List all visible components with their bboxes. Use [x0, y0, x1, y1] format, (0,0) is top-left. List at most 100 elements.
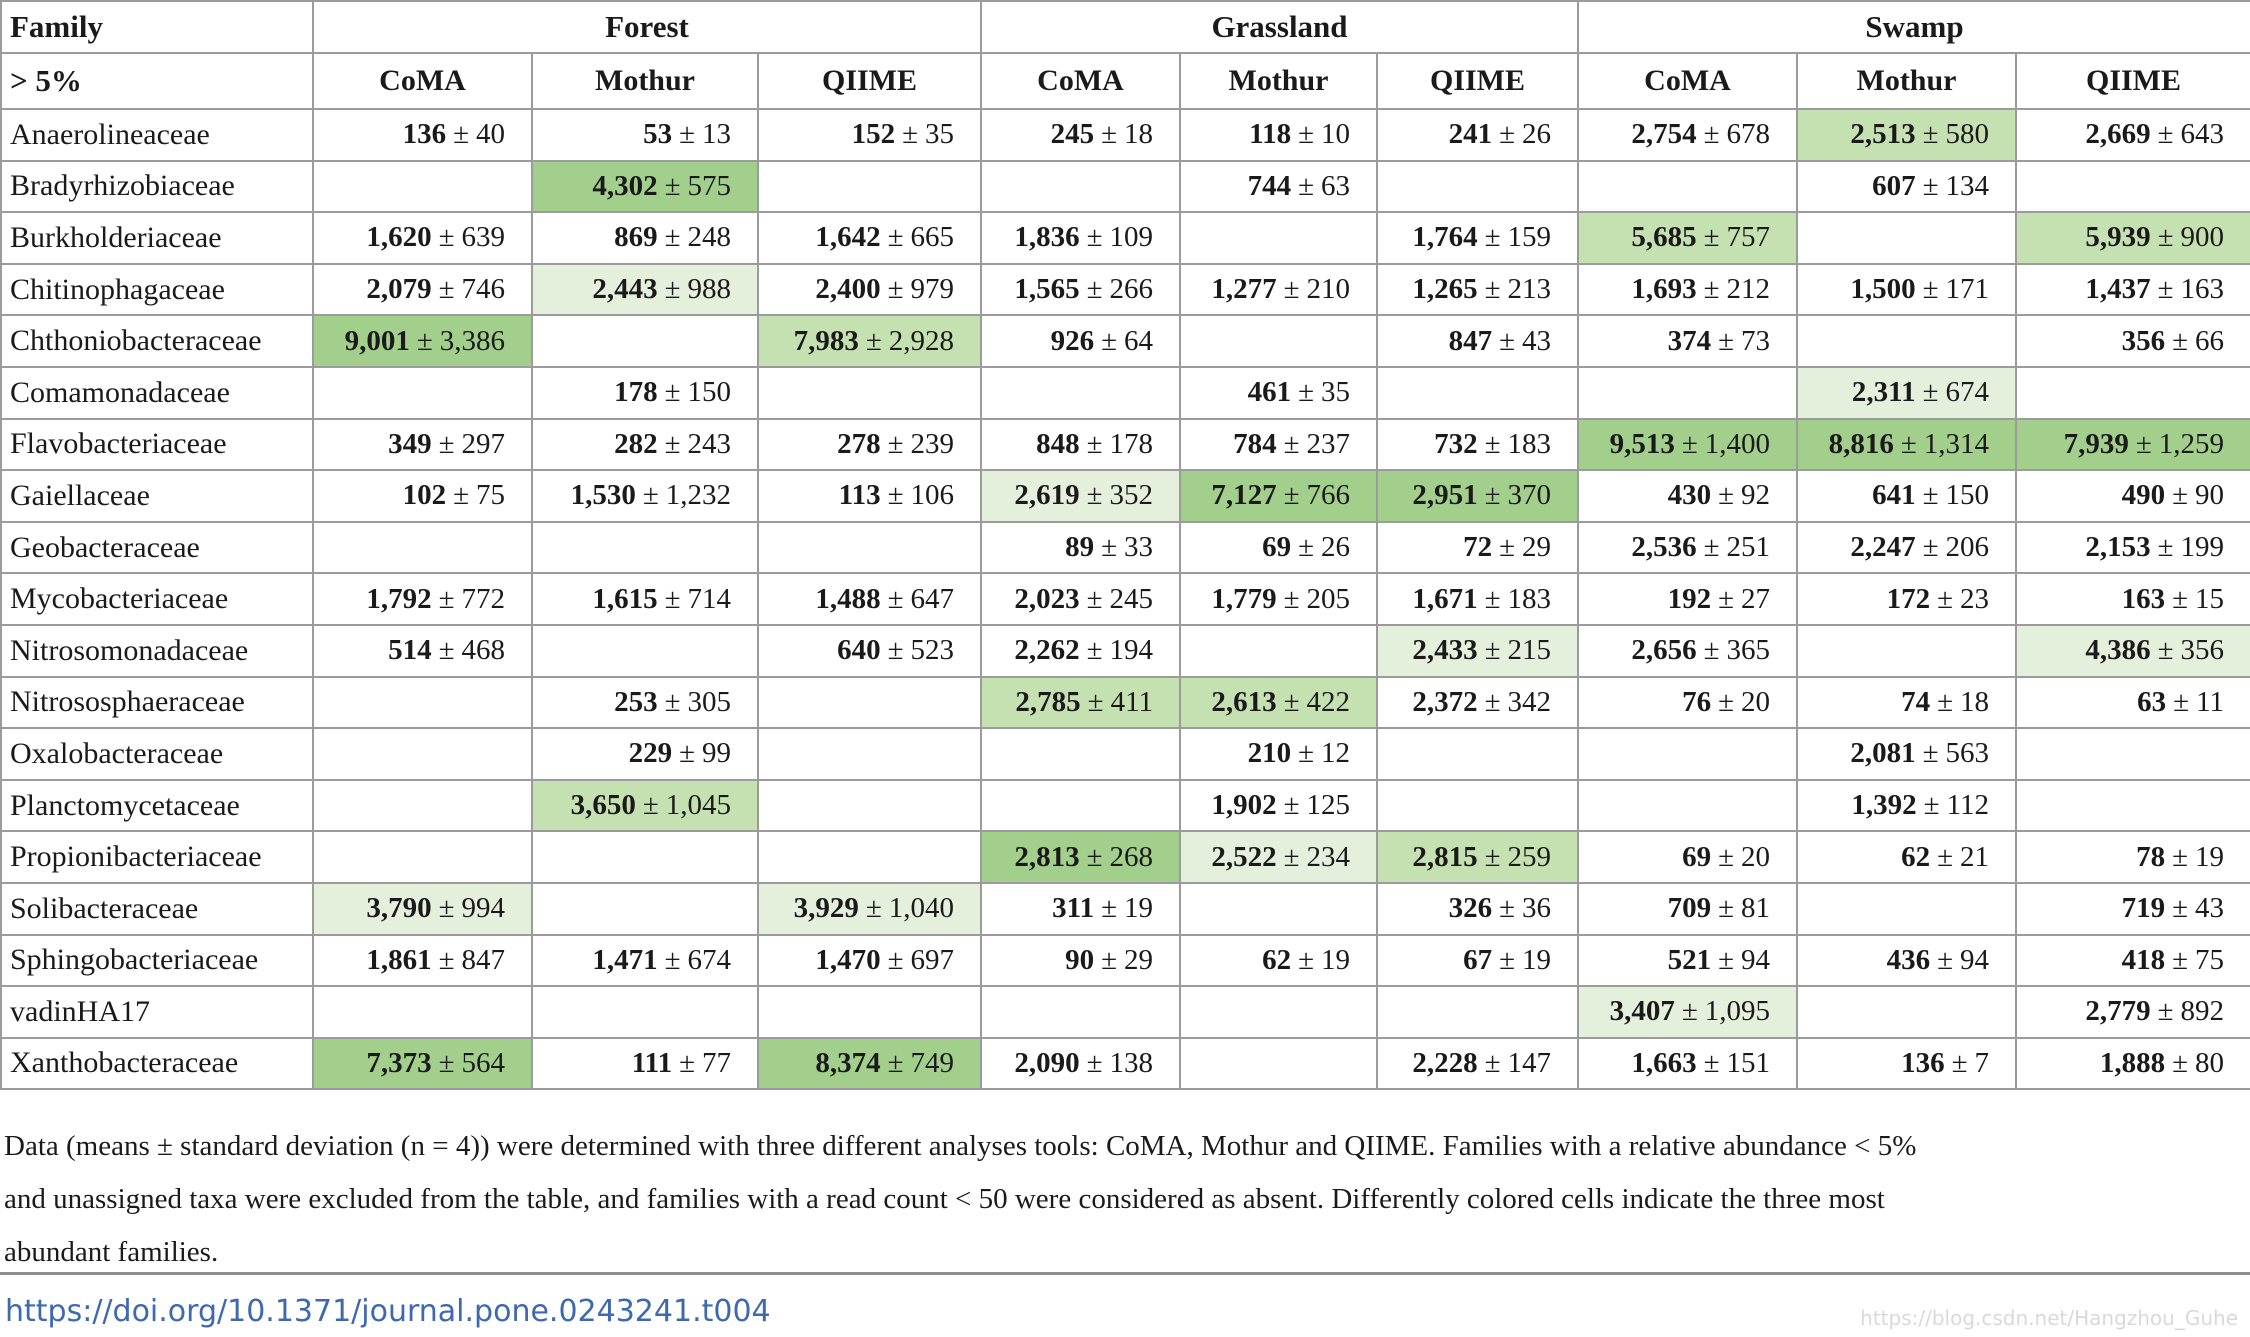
value-cell: 418 ±75 — [2014, 933, 2250, 988]
value-cell: 2,619 ±352 — [980, 469, 1181, 523]
empty-cell — [1796, 881, 2017, 936]
empty-cell — [312, 830, 533, 884]
plus-minus-sign: ± — [1922, 531, 1939, 564]
value-cell: 178 ±150 — [531, 365, 759, 420]
family-cell: Anaerolineaceae — [0, 108, 314, 162]
value-cell: 1,488 ±647 — [757, 572, 982, 626]
plus-minus-sign: ± — [887, 943, 904, 976]
sd-value: 125 — [1306, 789, 1351, 822]
value-cell: 1,615 ±714 — [531, 572, 759, 626]
sd-value: 81 — [1741, 892, 1770, 925]
mean-value: 349 — [388, 427, 432, 460]
plus-minus-sign: ± — [1718, 582, 1734, 615]
value-cell: 4,302 ±575 — [531, 159, 759, 214]
mean-value: 641 — [1872, 479, 1916, 512]
tool-column-header: CoMA — [980, 52, 1181, 110]
table-row: Chthoniobacteraceae 9,001 ±3,386 7,983 ±2,92… — [0, 314, 2250, 368]
doi-link[interactable]: https://doi.org/10.1371/journal.pone.024… — [5, 1294, 771, 1329]
mean-value: 2,443 — [592, 273, 658, 306]
value-cell: 67 ±19 — [1376, 933, 1579, 988]
sd-value: 7 — [1974, 1046, 1990, 1079]
value-cell: 1,764 ±159 — [1376, 211, 1579, 265]
empty-cell — [1179, 623, 1378, 678]
sd-value: 29 — [1124, 943, 1153, 976]
sd-value: 18 — [1960, 685, 1989, 718]
group-header-forest: Forest — [312, 0, 982, 54]
plus-minus-sign: ± — [438, 943, 455, 976]
plus-minus-sign: ± — [438, 221, 455, 254]
mean-value: 1,663 — [1631, 1046, 1697, 1079]
mean-value: 2,522 — [1211, 840, 1277, 873]
plus-minus-sign: ± — [1298, 737, 1314, 770]
empty-cell — [1796, 314, 2017, 368]
value-cell: 2,079 ±746 — [312, 262, 533, 317]
mean-value: 229 — [628, 737, 673, 770]
mean-value: 514 — [388, 634, 432, 667]
mean-value: 869 — [614, 221, 658, 254]
value-cell: 2,247 ±206 — [1796, 520, 2017, 575]
value-cell: 3,407 ±1,095 — [1577, 985, 1798, 1039]
value-cell: 847 ±43 — [1376, 314, 1579, 368]
value-cell: 3,650 ±1,045 — [531, 778, 759, 833]
mean-value: 1,488 — [815, 582, 881, 615]
sd-value: 36 — [1522, 892, 1551, 925]
plus-minus-sign: ± — [865, 324, 882, 357]
table-row: Mycobacteriaceae 1,792 ±772 1,615 ±714 1,488 ±… — [0, 572, 2250, 626]
sd-value: 183 — [1507, 427, 1552, 460]
value-cell: 102 ±75 — [312, 469, 533, 523]
group-header-grassland: Grassland — [980, 0, 1579, 54]
sd-value: 10 — [1321, 118, 1350, 151]
mean-value: 2,669 — [2085, 118, 2151, 151]
empty-cell — [757, 520, 982, 575]
empty-cell — [1796, 211, 2017, 265]
sd-value: 99 — [702, 737, 731, 770]
sd-value: 268 — [1109, 840, 1154, 873]
plus-minus-sign: ± — [1922, 273, 1939, 306]
mean-value: 2,090 — [1014, 1046, 1080, 1079]
mean-value: 3,650 — [570, 789, 636, 822]
value-cell: 926 ±64 — [980, 314, 1181, 368]
plus-minus-sign: ± — [1283, 582, 1300, 615]
value-cell: 1,693 ±212 — [1577, 262, 1798, 317]
plus-minus-sign: ± — [1086, 221, 1103, 254]
mean-value: 1,565 — [1014, 273, 1080, 306]
value-cell: 2,951 ±370 — [1376, 469, 1579, 523]
table-row: Anaerolineaceae 136 ±40 53 ±13 152 ±35 245 ±18 11… — [0, 108, 2250, 162]
value-cell: 2,433 ±215 — [1376, 623, 1579, 678]
sd-value: 66 — [2195, 324, 2225, 357]
plus-minus-sign: ± — [438, 634, 455, 667]
table-row: Comamonadaceae 178 ±150 461 ±35 2,311 ±674 — [0, 365, 2250, 420]
sd-value: 43 — [1522, 324, 1551, 357]
plus-minus-sign: ± — [1086, 479, 1103, 512]
threshold-header: > 5% — [0, 52, 314, 110]
sd-value: 212 — [1726, 273, 1771, 306]
plus-minus-sign: ± — [2172, 479, 2189, 512]
sd-value: 15 — [2195, 582, 2225, 615]
plus-minus-sign: ± — [1086, 427, 1103, 460]
value-cell: 1,836 ±109 — [980, 211, 1181, 265]
mean-value: 136 — [1901, 1046, 1945, 1079]
mean-value: 118 — [1249, 118, 1292, 151]
value-cell: 9,001 ±3,386 — [312, 314, 533, 368]
divider-rule — [0, 1272, 2250, 1275]
sd-value: 199 — [2180, 531, 2225, 564]
sd-value: 259 — [1507, 840, 1552, 873]
family-cell: Bradyrhizobiaceae — [0, 159, 314, 214]
plus-minus-sign: ± — [438, 582, 455, 615]
value-cell: 78 ±19 — [2014, 830, 2250, 884]
mean-value: 5,939 — [2085, 221, 2151, 254]
plus-minus-sign: ± — [1484, 273, 1501, 306]
value-cell: 245 ±18 — [980, 108, 1181, 162]
sd-value: 365 — [1726, 634, 1771, 667]
mean-value: 2,813 — [1014, 840, 1080, 873]
sd-value: 35 — [1321, 376, 1350, 409]
plus-minus-sign: ± — [1283, 789, 1300, 822]
sd-value: 26 — [1321, 531, 1350, 564]
value-cell: 2,779 ±892 — [2014, 985, 2250, 1039]
value-cell: 1,565 ±266 — [980, 262, 1181, 317]
mean-value: 1,437 — [2085, 273, 2151, 306]
sd-value: 159 — [1507, 221, 1552, 254]
mean-value: 53 — [643, 118, 673, 151]
plus-minus-sign: ± — [1298, 943, 1314, 976]
value-cell: 111 ±77 — [531, 1036, 759, 1091]
